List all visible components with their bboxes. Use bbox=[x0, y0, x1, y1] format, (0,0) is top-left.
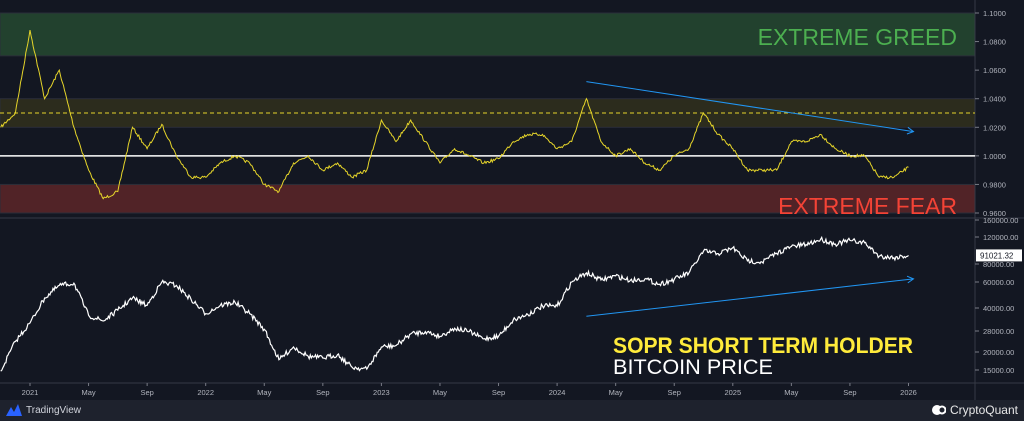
y-tick-label: 1.0600 bbox=[983, 66, 1006, 75]
x-tick-label: May bbox=[81, 388, 95, 397]
y-tick-label: 0.9600 bbox=[983, 209, 1006, 218]
x-tick-label: Sep bbox=[316, 388, 329, 397]
y-tick-label: 0.9800 bbox=[983, 180, 1006, 189]
band-0 bbox=[0, 12, 976, 57]
band-2 bbox=[0, 183, 976, 214]
sopr-legend-label: SOPR SHORT TERM HOLDER bbox=[613, 333, 913, 358]
tradingview-icon bbox=[6, 404, 22, 416]
last-price-label: 91021.32 bbox=[980, 251, 1014, 260]
x-tick-label: 2024 bbox=[549, 388, 566, 397]
sopr-trendline-arrow bbox=[906, 126, 915, 135]
x-tick-label: May bbox=[433, 388, 447, 397]
y-tick-label: 60000.00 bbox=[983, 278, 1014, 287]
price-trendline-arrow bbox=[906, 275, 915, 284]
x-tick-label: 2026 bbox=[900, 388, 917, 397]
y-tick-label: 1.0000 bbox=[983, 152, 1006, 161]
y-tick-label: 80000.00 bbox=[983, 260, 1014, 269]
bitcoin-price-legend-label: BITCOIN PRICE bbox=[613, 356, 773, 379]
sopr-trendline bbox=[586, 81, 914, 133]
cryptoquant-label: CryptoQuant bbox=[949, 403, 1018, 417]
x-tick-label: May bbox=[257, 388, 271, 397]
y-tick-label: 1.0400 bbox=[983, 95, 1006, 104]
y-tick-label: 120000.00 bbox=[983, 233, 1018, 242]
y-tick-label: 1.1000 bbox=[983, 9, 1006, 18]
tradingview-logo[interactable]: TradingView bbox=[6, 404, 81, 416]
cryptoquant-logo[interactable]: CryptoQuant bbox=[931, 403, 1018, 417]
x-tick-label: Sep bbox=[843, 388, 856, 397]
tradingview-label: TradingView bbox=[26, 404, 82, 416]
x-tick-label: 2022 bbox=[197, 388, 214, 397]
x-tick-label: Sep bbox=[668, 388, 681, 397]
extreme-fear-label: EXTREME FEAR bbox=[778, 193, 957, 219]
y-tick-label: 160000.00 bbox=[983, 216, 1018, 225]
y-tick-label: 1.0200 bbox=[983, 123, 1006, 132]
y-tick-label: 40000.00 bbox=[983, 304, 1014, 313]
last-price-badge bbox=[976, 249, 1022, 262]
cryptoquant-icon bbox=[931, 405, 946, 415]
sopr-sth-line bbox=[0, 30, 909, 200]
x-tick-label: 2025 bbox=[724, 388, 741, 397]
x-tick-label: Sep bbox=[140, 388, 153, 397]
y-tick-label: 20000.00 bbox=[983, 348, 1014, 357]
price-trendline bbox=[586, 278, 914, 317]
y-tick-label: 1.0800 bbox=[983, 38, 1006, 47]
x-tick-label: Sep bbox=[492, 388, 505, 397]
x-tick-label: 2021 bbox=[22, 388, 39, 397]
y-tick-label: 28000.00 bbox=[983, 327, 1014, 336]
footer: TradingView CryptoQuant bbox=[0, 400, 1024, 421]
chart: 1.1000 1.0800 1.0600 1.0400 1.0200 1.0000 0.98… bbox=[0, 0, 1024, 400]
y-tick-label: 15000.00 bbox=[983, 366, 1014, 375]
x-tick-label: May bbox=[609, 388, 623, 397]
x-tick-label: 2023 bbox=[373, 388, 390, 397]
x-tick-label: May bbox=[784, 388, 798, 397]
extreme-greed-label: EXTREME GREED bbox=[758, 24, 957, 50]
bitcoin-price-line bbox=[0, 235, 909, 372]
